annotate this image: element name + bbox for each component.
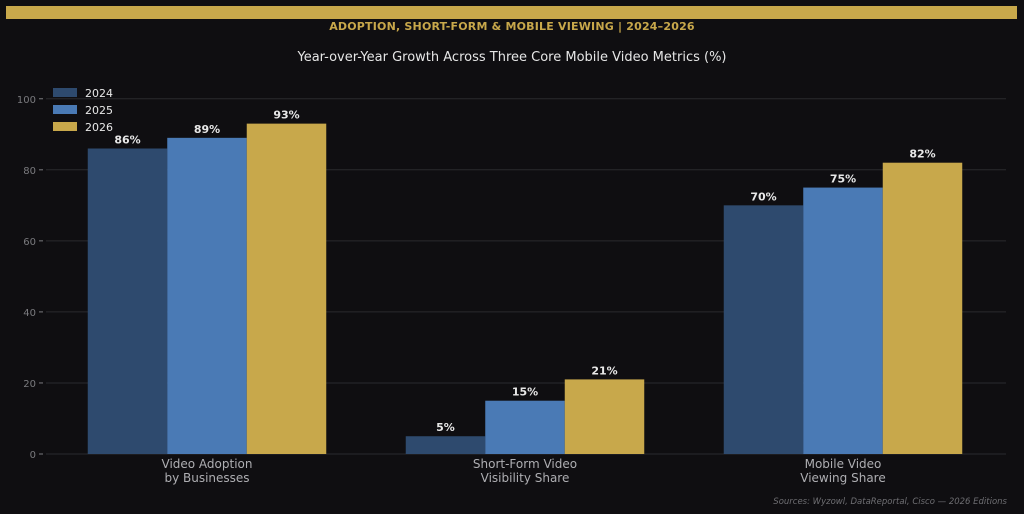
- bar-2025-1: [167, 137, 247, 455]
- chart-title: Year-over-Year Growth Across Three Core …: [297, 50, 727, 65]
- source-note: Sources: Wyzowl, DataReportal, Cisco — 2…: [773, 497, 1007, 507]
- legend-swatch-2025: [53, 105, 77, 114]
- legend-label: 2026: [85, 121, 113, 134]
- data-label: 15%: [512, 386, 538, 399]
- legend-swatch-2024: [53, 88, 77, 97]
- banner-title: ADOPTION, SHORT-FORM & MOBILE VIEWING | …: [329, 20, 695, 33]
- data-label: 89%: [194, 123, 220, 136]
- data-label: 93%: [273, 109, 299, 122]
- data-label: 5%: [436, 421, 455, 434]
- bar-2024-2: [405, 436, 486, 454]
- data-label: 70%: [750, 190, 776, 203]
- y-tick-label: 60: [23, 237, 36, 248]
- bar-2026-2: [564, 379, 645, 454]
- x-category-label: Mobile Video: [805, 457, 882, 471]
- legend-swatch-2026: [53, 122, 77, 131]
- y-tick-label: 80: [23, 166, 36, 177]
- y-tick-label: 40: [23, 308, 36, 319]
- data-label: 82%: [909, 148, 935, 161]
- bar-2025-2: [485, 400, 565, 454]
- x-category-label: Video Adoption: [162, 457, 253, 471]
- bar-2026-1: [246, 123, 327, 454]
- bar-2024-3: [723, 205, 804, 454]
- data-label: 21%: [591, 364, 617, 377]
- bar-2026-3: [882, 162, 963, 454]
- x-category-label: Viewing Share: [800, 471, 885, 485]
- y-tick-label: 0: [30, 450, 36, 461]
- data-label: 86%: [114, 133, 140, 146]
- bar-2025-3: [803, 187, 883, 455]
- data-label: 75%: [830, 173, 856, 186]
- legend-label: 2025: [85, 104, 113, 117]
- y-tick-label: 100: [17, 95, 36, 106]
- legend-label: 2024: [85, 87, 113, 100]
- x-category-label: Visibility Share: [481, 471, 570, 485]
- bar-2024-1: [87, 148, 168, 454]
- x-category-label: Short-Form Video: [473, 457, 577, 471]
- top-accent-band: [6, 6, 1017, 19]
- x-category-label: by Businesses: [164, 471, 249, 485]
- y-tick-label: 20: [23, 379, 36, 390]
